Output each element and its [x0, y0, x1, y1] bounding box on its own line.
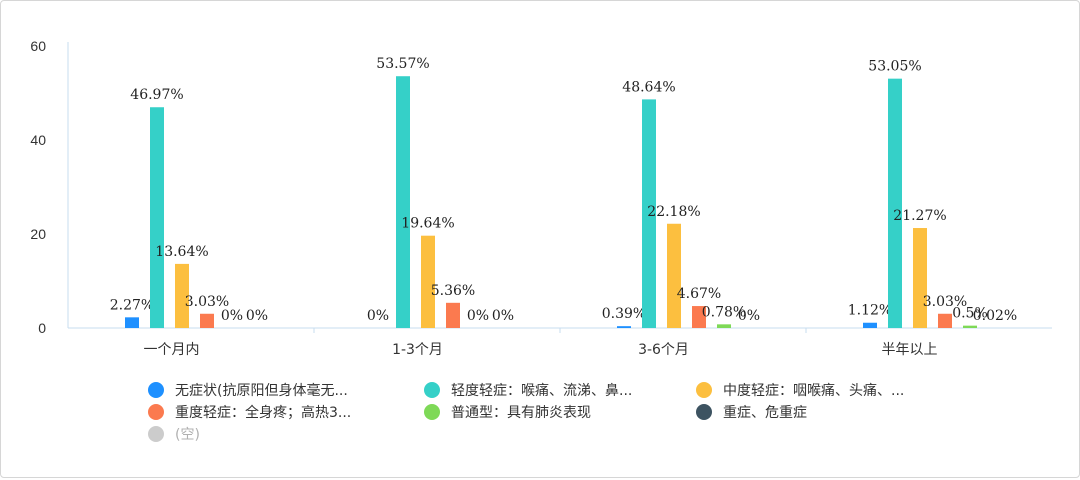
bar: [913, 228, 927, 328]
data-label: 3.03%: [185, 294, 229, 310]
bar: [617, 326, 631, 328]
data-label: 48.64%: [622, 79, 675, 95]
legend-label: 重症、危重症: [723, 405, 807, 421]
data-label: 21.27%: [893, 208, 946, 224]
legend-label: (空): [175, 427, 200, 443]
data-label: 22.18%: [647, 204, 700, 220]
data-label: 0%: [738, 308, 760, 324]
data-label: 46.97%: [130, 87, 183, 103]
legend-marker: [148, 426, 164, 442]
bar: [125, 317, 139, 328]
legend-label: 轻度轻症：喉痛、流涕、鼻...: [451, 382, 632, 399]
legend-label: 普通型：具有肺炎表现: [451, 405, 591, 421]
data-label: 0.02%: [973, 308, 1017, 324]
data-label: 1.12%: [848, 303, 892, 319]
bar: [200, 313, 214, 328]
x-category-label: 一个月内: [144, 342, 200, 358]
bar: [150, 107, 164, 328]
data-label: 13.64%: [155, 244, 208, 260]
data-label: 53.05%: [868, 59, 921, 75]
bar: [421, 235, 435, 328]
data-label: 4.67%: [677, 286, 721, 302]
y-tick-label: 20: [30, 226, 46, 242]
y-tick-label: 40: [30, 132, 46, 148]
bar: [692, 306, 706, 328]
legend-marker: [148, 382, 164, 398]
data-label: 0.39%: [602, 306, 646, 322]
data-label: 0%: [221, 308, 243, 324]
data-label: 53.57%: [376, 56, 429, 72]
bar: [175, 263, 189, 328]
bar: [396, 76, 410, 328]
data-label: 0%: [246, 308, 268, 324]
legend-marker: [424, 382, 440, 398]
bar: [642, 99, 656, 328]
legend-label: 中度轻症：咽喉痛、头痛、...: [723, 382, 904, 399]
data-label: 19.64%: [401, 216, 454, 232]
bar: [888, 78, 902, 328]
legend-label: 无症状(抗原阳但身体毫无...: [175, 382, 348, 399]
legend-marker: [696, 382, 712, 398]
bar: [667, 223, 681, 328]
x-category-label: 3-6个月: [638, 342, 689, 358]
bar: [446, 302, 460, 328]
legend-label: 重度轻症：全身疼；高热3...: [175, 404, 351, 421]
bar: [717, 324, 731, 328]
data-label: 5.36%: [431, 283, 475, 299]
data-label: 0%: [367, 308, 389, 324]
data-label: 0%: [492, 308, 514, 324]
data-label: 0.78%: [702, 304, 746, 320]
x-category-label: 1-3个月: [392, 342, 443, 358]
data-label: 0%: [467, 308, 489, 324]
y-tick-label: 0: [38, 320, 46, 336]
data-label: 0.5%: [952, 306, 988, 322]
bar: [963, 325, 977, 328]
legend-marker: [148, 404, 164, 420]
bar: [863, 322, 877, 328]
y-tick-label: 60: [30, 38, 46, 54]
bar: [938, 313, 952, 328]
data-label: 2.27%: [110, 297, 154, 313]
legend-marker: [696, 404, 712, 420]
legend-marker: [424, 404, 440, 420]
x-category-label: 半年以上: [882, 342, 938, 358]
data-label: 3.03%: [923, 294, 967, 310]
